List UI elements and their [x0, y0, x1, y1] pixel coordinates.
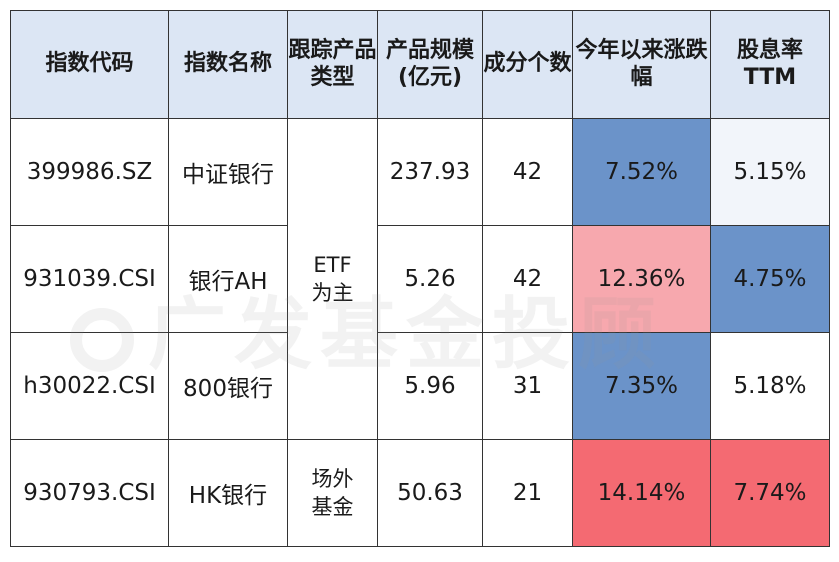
cell-count: 31	[482, 332, 573, 440]
cell-name: 银行AH	[168, 225, 288, 333]
header-count: 成分个数	[482, 10, 573, 119]
type-otc-line1: 场外	[311, 466, 354, 491]
header-code: 指数代码	[10, 10, 169, 119]
cell-ytd: 14.14%	[572, 439, 711, 547]
cell-size: 237.93	[377, 118, 483, 226]
cell-code: 930793.CSI	[10, 439, 169, 547]
header-size: 产品规模(亿元)	[377, 10, 483, 119]
cell-name: HK银行	[168, 439, 288, 547]
cell-ytd: 7.35%	[572, 332, 711, 440]
cell-ytd: 12.36%	[572, 225, 711, 333]
cell-size: 50.63	[377, 439, 483, 547]
cell-count: 42	[482, 118, 573, 226]
header-yield: 股息率TTM	[710, 10, 830, 119]
cell-ytd: 7.52%	[572, 118, 711, 226]
header-row: 指数代码 指数名称 跟踪产品类型 产品规模(亿元) 成分个数 今年以来涨跌幅 股…	[10, 10, 830, 119]
cell-name: 中证银行	[168, 118, 288, 226]
type-etf-line2: 为主	[311, 281, 354, 305]
cell-yield: 5.15%	[710, 118, 830, 226]
cell-code: 399986.SZ	[10, 118, 169, 226]
type-otc-line2: 基金	[311, 495, 354, 519]
cell-count: 21	[482, 439, 573, 547]
cell-type-etf: ETF 为主	[287, 118, 378, 440]
cell-yield: 5.18%	[710, 332, 830, 440]
cell-code: 931039.CSI	[10, 225, 169, 333]
header-ytd: 今年以来涨跌幅	[572, 10, 711, 119]
type-etf-line1: ETF	[313, 252, 352, 277]
table-row: 399986.SZ 中证银行 ETF 为主 237.93 42 7.52% 5.…	[10, 118, 830, 440]
cell-type-otc: 场外 基金	[287, 439, 378, 547]
cell-size: 5.26	[377, 225, 483, 333]
table-row: 930793.CSI HK银行 场外 基金 50.63 21 14.14% 7.…	[10, 439, 830, 547]
cell-code: h30022.CSI	[10, 332, 169, 440]
cell-count: 42	[482, 225, 573, 333]
cell-yield: 4.75%	[710, 225, 830, 333]
cell-size: 5.96	[377, 332, 483, 440]
cell-yield: 7.74%	[710, 439, 830, 547]
table-row: 931039.CSI 银行AH 5.26 42 12.36% 4.75%	[10, 225, 830, 333]
header-name: 指数名称	[168, 10, 288, 119]
header-type: 跟踪产品类型	[287, 10, 378, 119]
cell-name: 800银行	[168, 332, 288, 440]
table-row: h30022.CSI 800银行 5.96 31 7.35% 5.18%	[10, 332, 830, 440]
index-comparison-table: 指数代码 指数名称 跟踪产品类型 产品规模(亿元) 成分个数 今年以来涨跌幅 股…	[10, 10, 830, 547]
